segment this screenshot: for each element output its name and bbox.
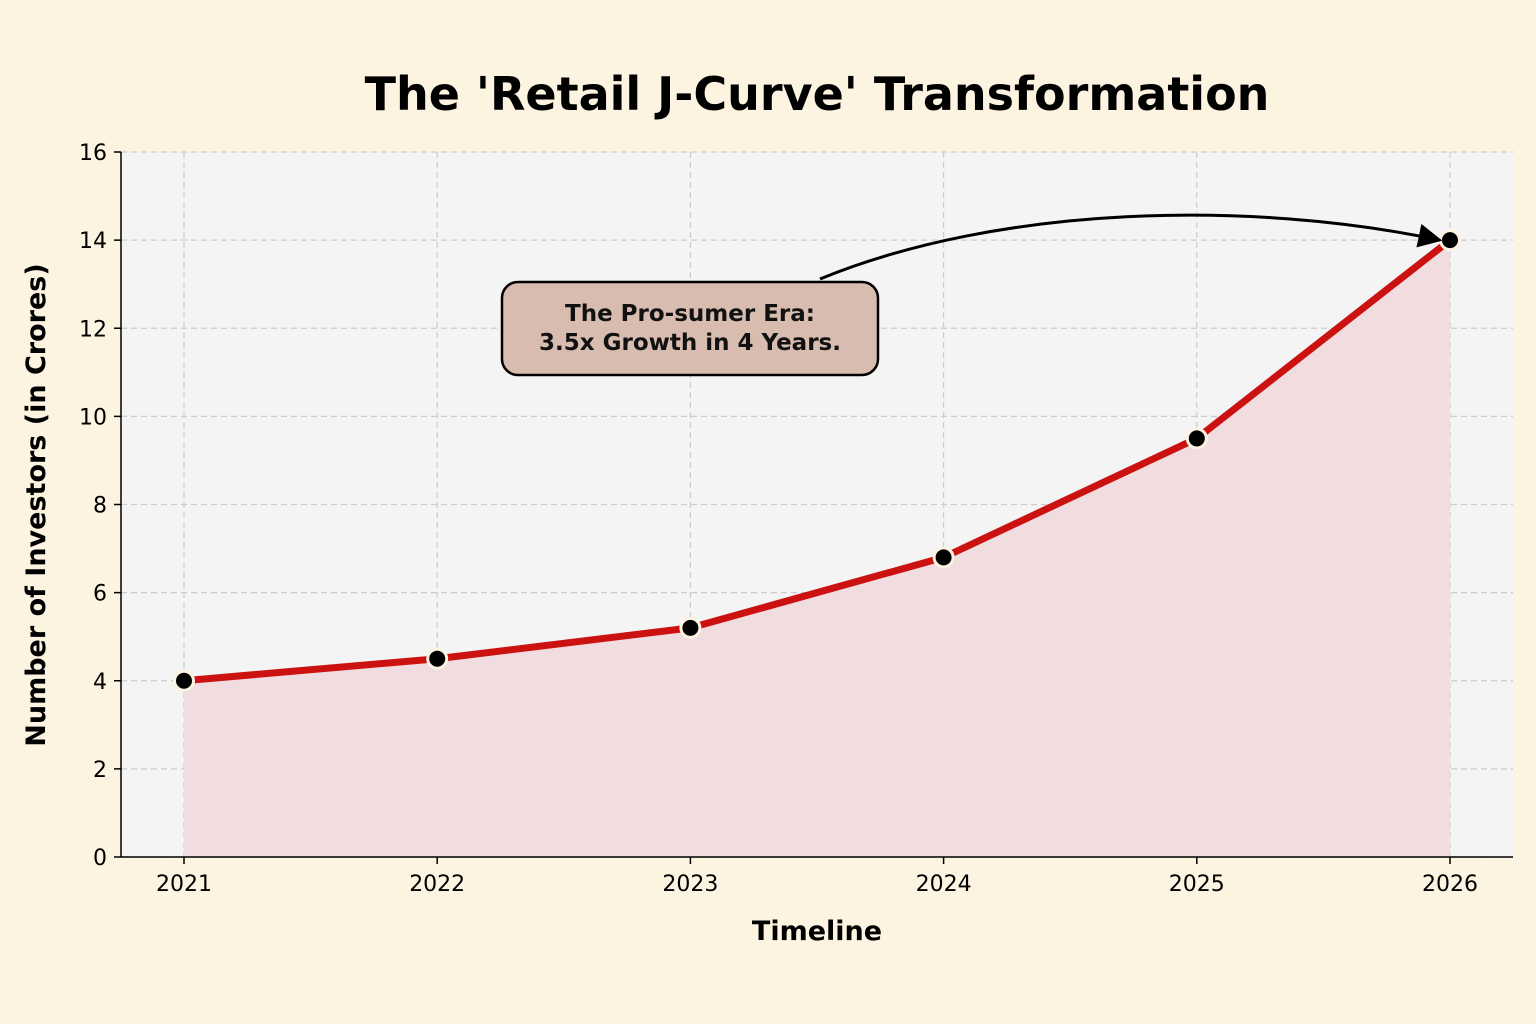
y-tick-label: 10 [79, 405, 107, 430]
annotation-line-2: 3.5x Growth in 4 Years. [539, 330, 841, 356]
y-tick-label: 4 [93, 670, 107, 695]
x-tick-label: 2024 [916, 872, 972, 897]
annotation-line-1: The Pro-sumer Era: [565, 301, 815, 327]
data-markers [173, 229, 1461, 692]
y-tick-label: 8 [93, 494, 107, 519]
annotation-arrow [819, 213, 1443, 281]
series-line [180, 236, 1454, 685]
annotation-box [500, 280, 880, 377]
data-point [932, 546, 955, 569]
x-axis-ticks: 2021 2022 2023 2024 2025 2026 [156, 857, 1478, 897]
y-tick-label: 16 [79, 141, 107, 166]
y-axis-ticks: 0 2 4 6 8 10 12 14 16 [79, 141, 121, 871]
data-point [1185, 427, 1208, 450]
data-point [679, 616, 702, 639]
data-point [173, 669, 195, 692]
y-tick-label: 6 [93, 582, 107, 607]
data-point [1439, 229, 1461, 252]
y-tick-label: 0 [93, 846, 107, 871]
data-point [426, 647, 449, 670]
y-tick-label: 2 [93, 758, 107, 783]
x-tick-label: 2025 [1169, 872, 1225, 897]
x-tick-label: 2026 [1422, 872, 1478, 897]
area-fill [184, 240, 1450, 857]
annotation: The Pro-sumer Era: 3.5x Growth in 4 Year… [500, 213, 1443, 377]
y-tick-label: 14 [79, 229, 107, 254]
x-tick-label: 2021 [156, 872, 212, 897]
chart-title: The 'Retail J-Curve' Transformation [365, 67, 1270, 121]
x-tick-label: 2022 [409, 872, 465, 897]
x-axis-label: Timeline [752, 916, 882, 947]
y-tick-label: 12 [79, 317, 107, 342]
x-tick-label: 2023 [662, 872, 718, 897]
y-axis-label: Number of Investors (in Crores) [21, 263, 52, 746]
